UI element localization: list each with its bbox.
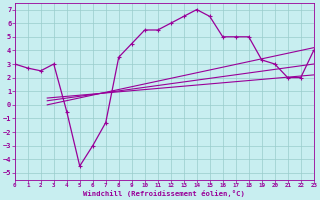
X-axis label: Windchill (Refroidissement éolien,°C): Windchill (Refroidissement éolien,°C) xyxy=(83,190,245,197)
